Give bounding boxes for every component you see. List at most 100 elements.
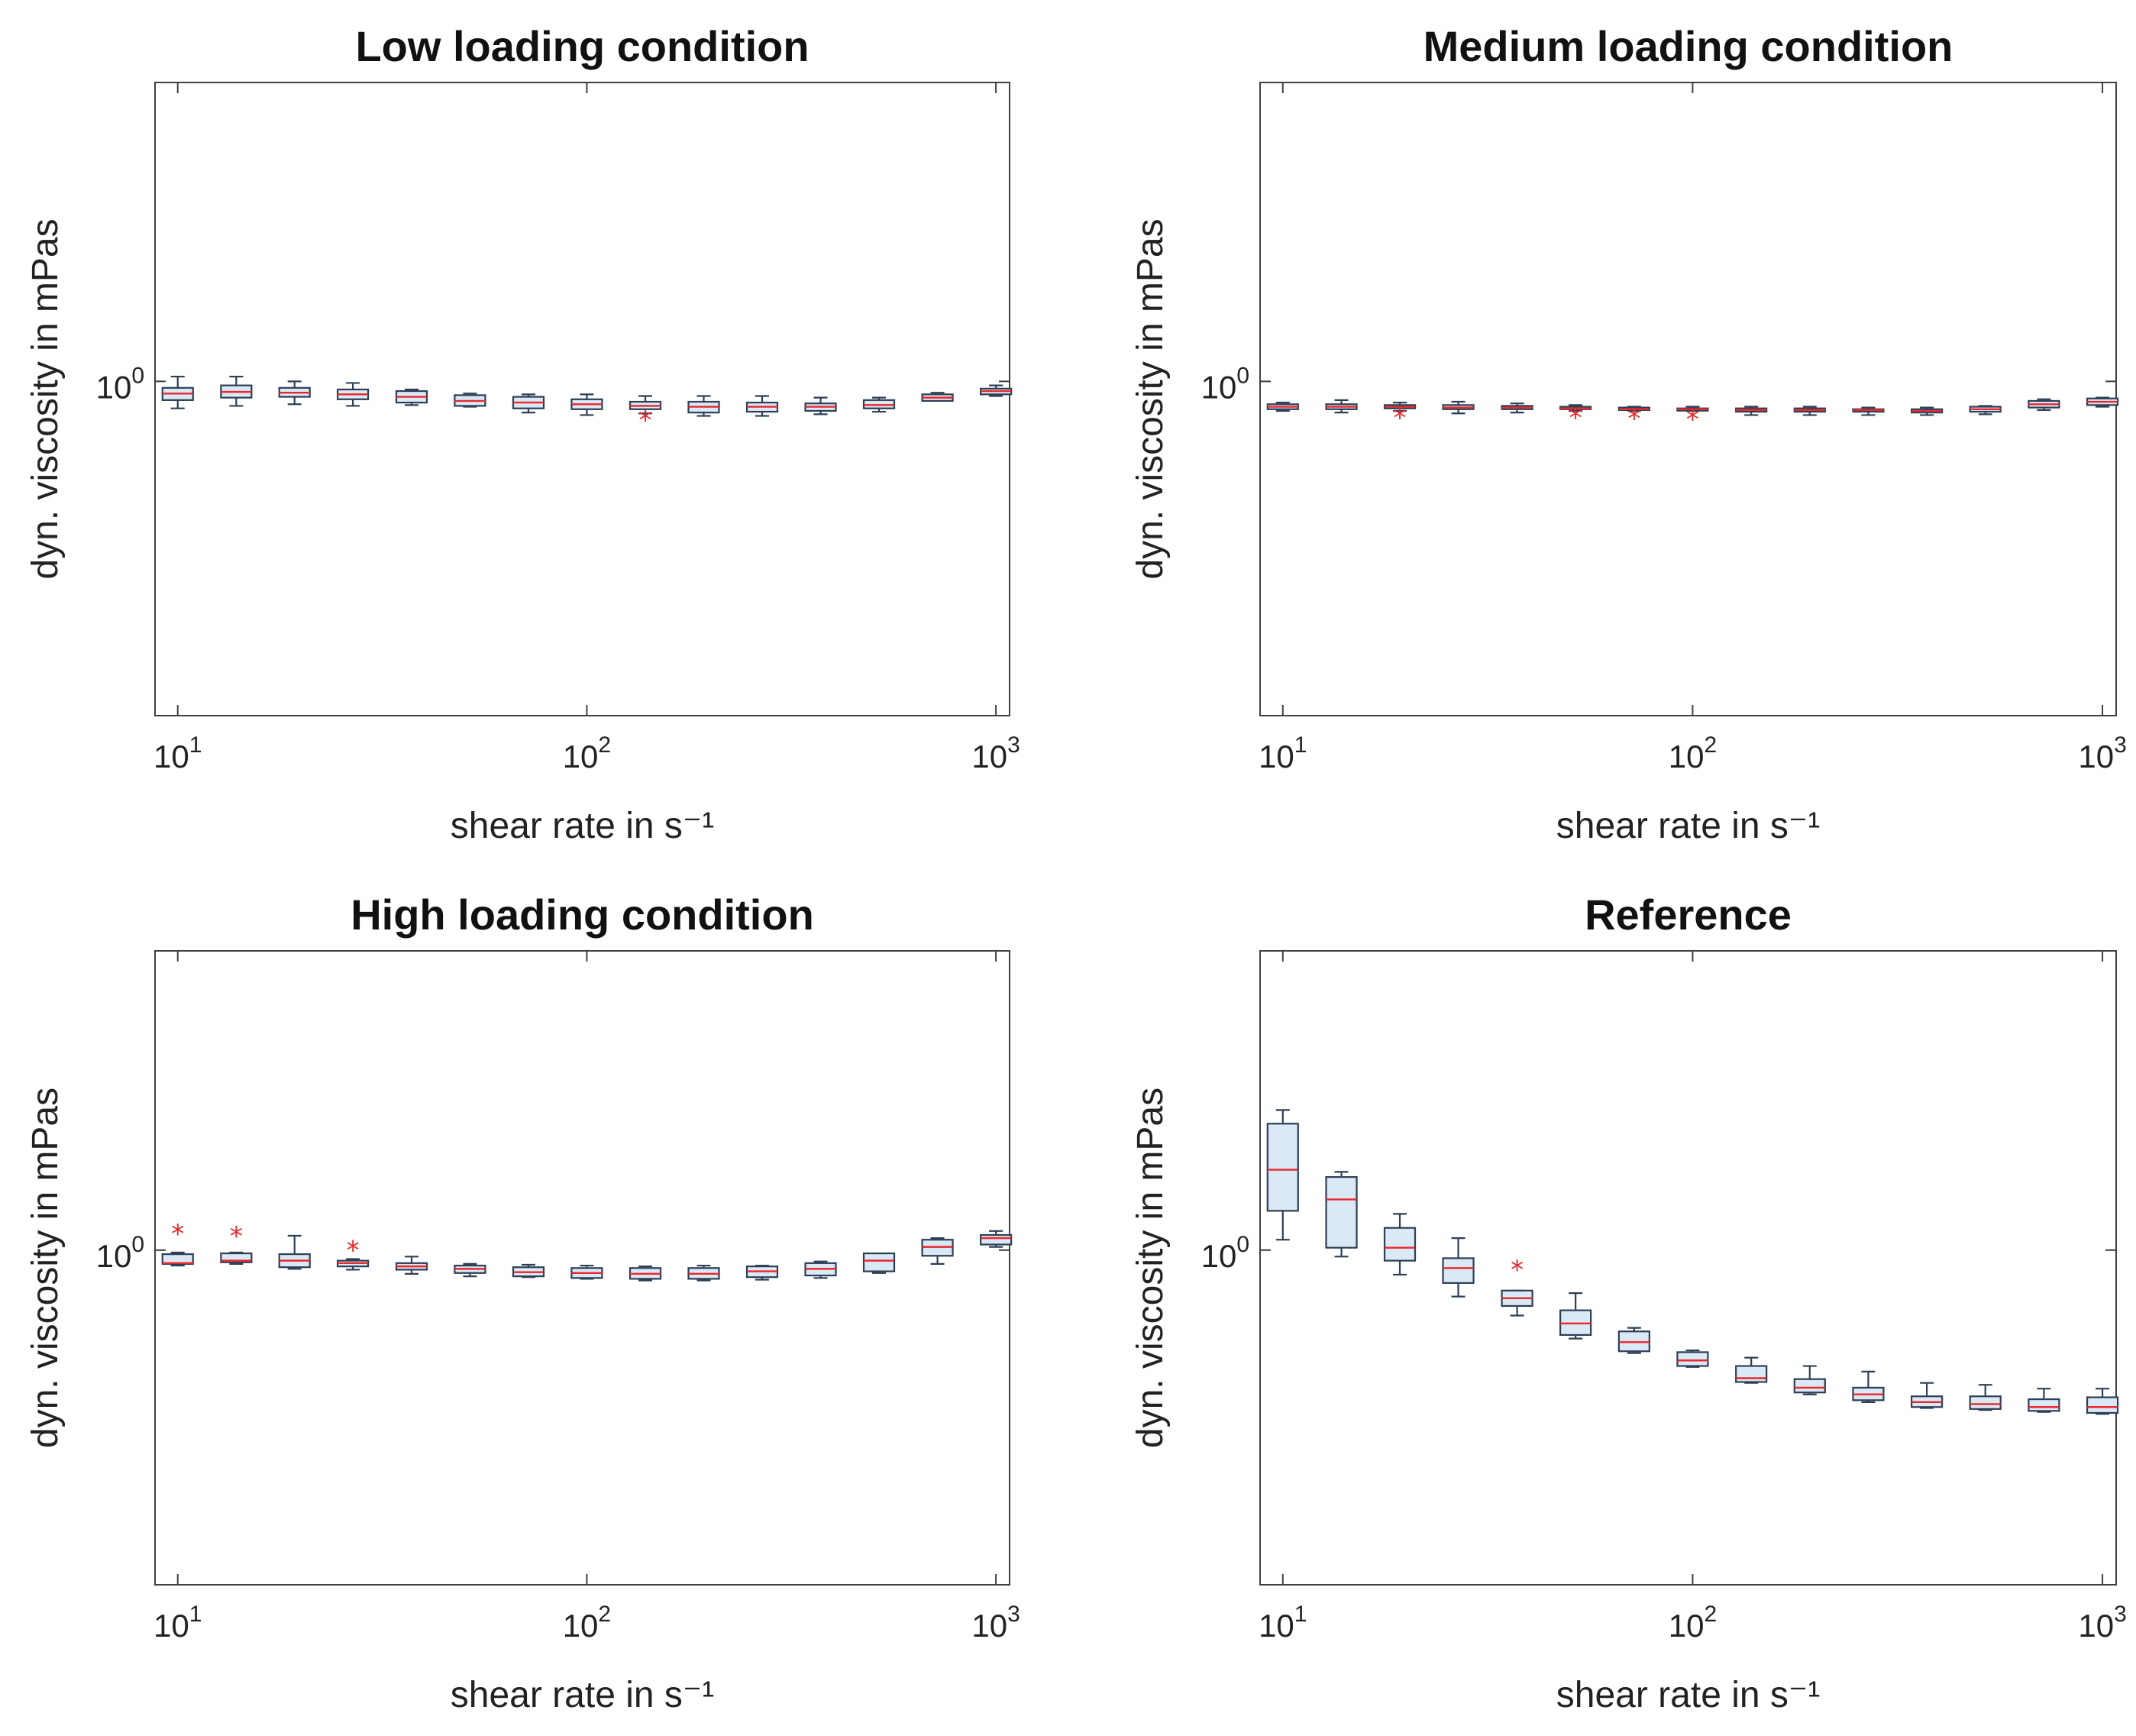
iqr-box <box>862 1252 896 1272</box>
x-tick-exponent: 2 <box>598 732 611 758</box>
box-5 <box>1501 402 1533 414</box>
box-8 <box>570 393 603 416</box>
box-4 <box>1442 1237 1475 1298</box>
box-2 <box>1325 399 1358 414</box>
chart-title: High loading condition <box>351 891 814 939</box>
box-5 <box>395 1256 428 1275</box>
box-7: * <box>1617 403 1650 434</box>
outlier-marker: * <box>230 1221 243 1252</box>
box-2: * <box>220 1221 253 1266</box>
chart-panel-2: Medium loading condition 101 102 1 0 3 100 shea… <box>1130 22 2127 846</box>
box-10 <box>687 1264 720 1282</box>
box-15 <box>2086 396 2119 408</box>
box-9 <box>1735 1356 1768 1384</box>
box-4: * <box>336 1236 370 1271</box>
iqr-box <box>1676 1351 1709 1367</box>
x-tick-exponent: 1 <box>1294 1602 1307 1627</box>
x-tick-label: 102 <box>563 1602 611 1644</box>
x-tick-label: 101 <box>153 1602 202 1644</box>
iqr-box <box>1735 1365 1768 1383</box>
x-tick-exponent: 2 <box>598 1602 611 1627</box>
box-7 <box>512 1263 545 1279</box>
y-tick-exponent: 0 <box>131 1232 144 1257</box>
outlier-marker: * <box>1511 1255 1524 1285</box>
outlier-marker: * <box>171 1219 184 1249</box>
box-1: * <box>161 1219 194 1267</box>
x-tick-exponent: 2 <box>1704 732 1717 758</box>
axes-frame <box>1259 82 2117 716</box>
box-10 <box>1793 406 1826 416</box>
y-tick-label: 100 <box>1201 1232 1249 1274</box>
iqr-box <box>979 1233 1013 1246</box>
chart-title: Low loading condition <box>355 22 809 70</box>
box-15 <box>979 1230 1013 1248</box>
box-12 <box>1911 1382 1944 1409</box>
iqr-box <box>1969 1395 2002 1410</box>
chart-title: Medium loading condition <box>1423 22 1953 70</box>
y-axis-label: dyn. viscosity in mPas <box>25 1088 66 1448</box>
axes-frame <box>154 950 1010 1586</box>
box-5: * <box>1501 1255 1533 1317</box>
x-axis-label: shear rate in s⁻¹ <box>451 806 714 846</box>
box-10 <box>1793 1365 1826 1395</box>
box-6 <box>454 1262 486 1278</box>
x-axis-label: shear rate in s⁻¹ <box>451 1675 714 1715</box>
box-9 <box>629 1266 662 1282</box>
x-tick-exponent: 3 <box>1007 732 1020 758</box>
box-12 <box>804 396 837 415</box>
x-axis-label: shear rate in s⁻¹ <box>1556 806 1820 846</box>
box-9: * <box>629 395 662 436</box>
box-11 <box>745 1264 779 1281</box>
x-tick-label: 103 <box>971 732 1020 774</box>
x-tick-exponent: 2 <box>1704 1602 1717 1627</box>
box-3 <box>278 1234 311 1270</box>
box-4 <box>1442 400 1475 415</box>
iqr-box <box>1793 1378 1826 1394</box>
x-tick-exponent: 1 <box>189 732 202 758</box>
x-tick-exponent: 1 <box>1294 732 1307 758</box>
box-7 <box>512 393 545 414</box>
x-tick-label: 101 <box>1259 1602 1307 1644</box>
iqr-box <box>1266 1123 1299 1212</box>
box-13 <box>862 396 896 413</box>
box-14 <box>2028 1388 2060 1413</box>
y-tick-label: 100 <box>1201 363 1249 405</box>
iqr-box <box>1325 1176 1358 1249</box>
x-tick-label: 102 <box>1669 732 1717 774</box>
box-11 <box>1852 1370 1885 1403</box>
outlier-marker: * <box>1686 405 1699 435</box>
iqr-box <box>1383 1227 1417 1262</box>
box-5 <box>395 388 428 406</box>
box-13 <box>1969 1384 2002 1411</box>
x-tick-label: 101 <box>153 732 202 774</box>
x-tick-exponent: 1 <box>189 1602 202 1627</box>
box-6 <box>1559 1292 1592 1340</box>
x-tick-label: 101 <box>1259 732 1307 774</box>
box-1 <box>161 375 194 409</box>
box-2 <box>1325 1171 1358 1258</box>
box-12 <box>1911 406 1944 416</box>
x-tick-label: 102 <box>1669 1602 1717 1644</box>
outlier-marker: * <box>639 406 652 436</box>
box-6: * <box>1559 402 1592 433</box>
y-tick-exponent: 0 <box>131 363 144 388</box>
box-13 <box>862 1252 896 1274</box>
outlier-marker: * <box>1569 402 1582 433</box>
outlier-marker: * <box>347 1236 360 1266</box>
box-11 <box>745 395 779 417</box>
box-14 <box>921 1237 954 1266</box>
box-14 <box>921 392 954 402</box>
iqr-box <box>220 1252 253 1263</box>
box-3 <box>278 380 311 406</box>
box-7 <box>1617 1327 1650 1354</box>
x-tick-exponent: 3 <box>2114 732 2127 758</box>
box-3 <box>1383 1213 1417 1276</box>
y-axis-label: dyn. viscosity in mPas <box>1130 218 1171 579</box>
box-2 <box>220 375 253 407</box>
chart-title: Reference <box>1585 891 1792 939</box>
y-tick-exponent: 0 <box>1236 363 1249 388</box>
box-6 <box>454 393 486 408</box>
outlier-marker: * <box>1394 402 1407 433</box>
